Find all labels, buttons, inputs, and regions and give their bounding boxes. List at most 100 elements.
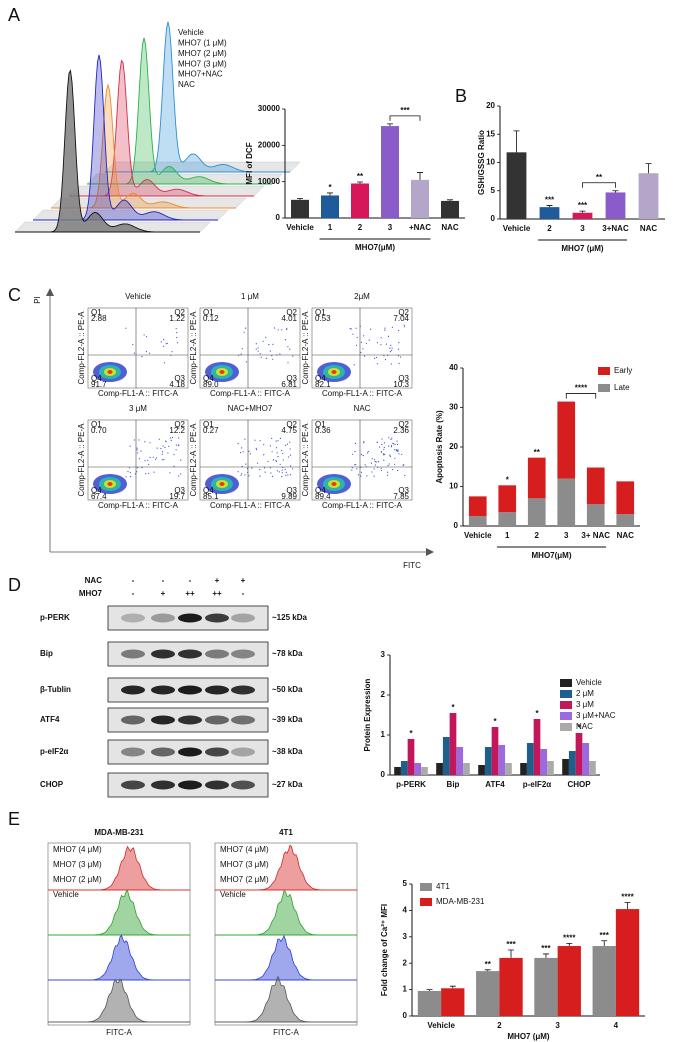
histogram-peak (48, 978, 190, 1023)
event-dot (392, 442, 394, 444)
significance: *** (545, 196, 555, 205)
legend-swatch (560, 712, 572, 720)
quadrant-value: 6.81 (281, 380, 297, 389)
event-dot (257, 347, 259, 349)
size-label: ~38 kDa (272, 747, 303, 756)
event-dot (173, 453, 175, 456)
legend-label: Early (614, 366, 632, 375)
event-dot (389, 347, 391, 349)
event-dot (373, 468, 375, 470)
blot-band (205, 780, 229, 790)
density-blob (219, 482, 225, 486)
size-label: ~39 kDa (272, 715, 303, 724)
panel-label: A (8, 5, 20, 25)
event-dot (404, 474, 406, 477)
panel-label: B (455, 86, 467, 106)
event-dot (251, 467, 253, 469)
significance: ** (534, 448, 541, 457)
event-dot (285, 471, 287, 473)
event-dot (134, 473, 136, 475)
quadrant-name: Q3 (398, 486, 409, 495)
blot-band (178, 715, 202, 725)
event-dot (286, 443, 288, 445)
quadrant-value: 10.3 (393, 380, 409, 389)
event-dot (376, 441, 378, 443)
event-dot (277, 470, 279, 472)
quadrant-name: Q4 (91, 486, 102, 495)
blot-band (151, 747, 175, 757)
blot-band (231, 685, 255, 695)
quadrant-name: Q3 (398, 374, 409, 383)
event-dot (255, 348, 257, 350)
bar (491, 727, 499, 775)
event-dot (364, 464, 366, 466)
event-dot (263, 444, 265, 446)
bar (506, 152, 527, 219)
event-dot (394, 449, 396, 451)
x-axis-title: MHO7 (μM) (507, 1032, 550, 1041)
y-tick-label: 5 (491, 186, 496, 195)
event-dot (289, 454, 292, 456)
event-dot (161, 459, 163, 461)
event-dot (376, 342, 378, 344)
event-dot (360, 341, 363, 343)
event-dot (289, 474, 292, 476)
event-dot (163, 345, 165, 347)
event-dot (136, 447, 138, 449)
event-dot (127, 471, 129, 473)
event-dot (240, 474, 242, 476)
treatment-mark: - (242, 589, 245, 598)
bar (468, 516, 487, 526)
quadrant-name: Q4 (203, 374, 214, 383)
x-tick-label: NAC (441, 223, 459, 232)
event-dot (256, 449, 258, 451)
quadrant-name: Q1 (315, 308, 326, 317)
blot-band (151, 649, 175, 659)
bar (533, 719, 541, 775)
x-tick-label: 3+NAC (602, 224, 629, 233)
bar (441, 200, 459, 218)
blot-band (121, 649, 145, 659)
blot-band (151, 685, 175, 695)
event-dot (394, 443, 396, 446)
quadrant-value: 4.75 (281, 426, 297, 435)
event-dot (371, 471, 373, 473)
event-dot (387, 335, 390, 337)
panel-title: 4T1 (279, 828, 293, 837)
density-blob (107, 482, 113, 486)
bar (417, 990, 442, 1016)
x-tick-label: Vehicle (503, 224, 531, 233)
event-dot (389, 455, 391, 457)
plot-title: 3 μM (129, 404, 147, 413)
bar (505, 763, 512, 775)
event-dot (270, 472, 272, 474)
quadrant-name: Q4 (315, 486, 326, 495)
quadrant-value: 4.01 (281, 314, 297, 323)
histogram-peak (48, 889, 190, 936)
y-tick-label: 20 (449, 442, 458, 451)
event-dot (129, 445, 131, 447)
size-label: ~50 kDa (272, 685, 303, 694)
y-tick-label: 40 (449, 363, 458, 372)
event-dot (259, 440, 261, 442)
event-dot (277, 456, 279, 458)
y-tick-label: 10 (486, 158, 495, 167)
event-dot (383, 448, 385, 450)
event-dot (383, 355, 385, 357)
density-blob (331, 482, 337, 486)
event-dot (362, 455, 364, 457)
bracket (582, 182, 616, 188)
event-dot (381, 443, 383, 446)
event-dot (397, 449, 399, 451)
error-bar (542, 953, 549, 958)
event-dot (259, 475, 261, 477)
event-dot (156, 447, 158, 449)
y-tick-label: 15 (486, 129, 495, 138)
event-dot (248, 475, 250, 477)
protein-label: β-Tublin (40, 685, 71, 694)
legend-swatch (598, 384, 610, 392)
panel-title: MDA-MB-231 (94, 828, 144, 837)
histogram-peak (215, 844, 357, 891)
event-dot (371, 458, 373, 460)
error-bar (645, 163, 652, 174)
